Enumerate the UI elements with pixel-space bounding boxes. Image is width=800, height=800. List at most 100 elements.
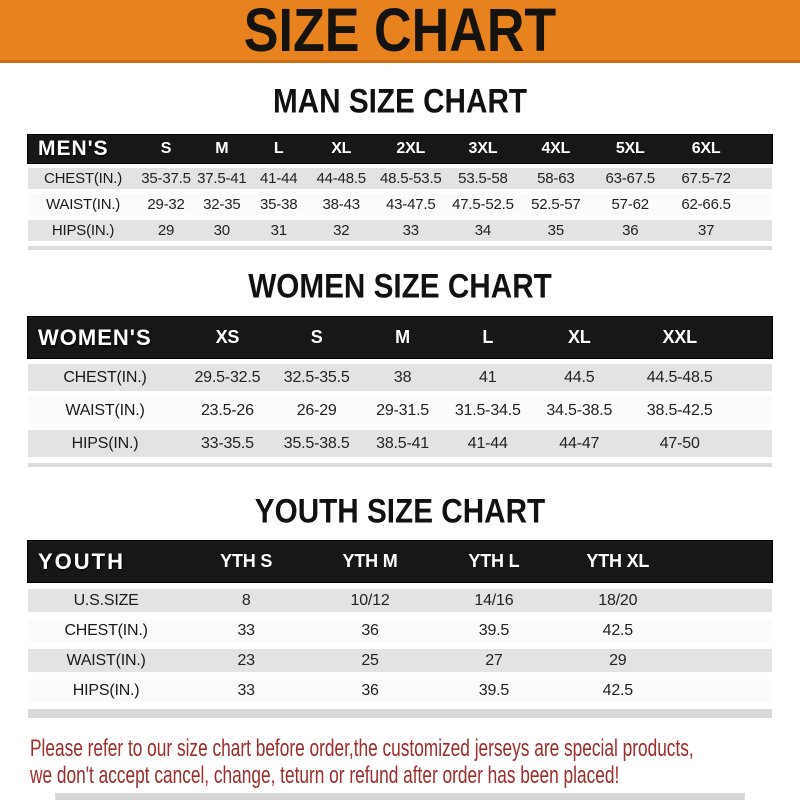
- column-header: M: [215, 140, 229, 157]
- size-cell: 36: [622, 222, 639, 239]
- size-cell: 33-35.5: [200, 434, 254, 452]
- column-header: 6XL: [691, 140, 721, 157]
- size-cell: 23.5-26: [200, 401, 254, 419]
- youth-section-heading: YOUTH SIZE CHART: [254, 491, 546, 530]
- size-cell: 35-37.5: [141, 170, 191, 187]
- column-header: M: [395, 327, 410, 347]
- size-cell: 31.5-34.5: [454, 401, 521, 419]
- men-section-heading: MAN SIZE CHART: [272, 81, 528, 120]
- row-label: CHEST(IN.): [63, 368, 147, 386]
- spacer-cell: [744, 168, 772, 189]
- size-cell: 62-66.5: [681, 196, 731, 213]
- size-cell: 33: [237, 681, 255, 699]
- size-cell: 35.5-38.5: [283, 434, 350, 452]
- table-row: WAIST(IN.) 29-32 32-35 35-38 38-43 43-47…: [28, 194, 772, 215]
- table-row: CHEST(IN.) 35-37.5 37.5-41 41-44 44-48.5…: [28, 168, 772, 189]
- men-size-table: MEN'S S M L XL 2XL 3XL 4XL 5XL 6XL CHEST…: [28, 130, 772, 246]
- size-cell: 14/16: [474, 591, 514, 609]
- column-header: YTH S: [220, 551, 273, 571]
- row-label: CHEST(IN.): [44, 170, 123, 187]
- size-cell: 43-47.5: [386, 196, 436, 213]
- size-cell: 44-47: [559, 434, 600, 452]
- table-row: WAIST(IN.) 23.5-26 26-29 29-31.5 31.5-34…: [28, 397, 772, 424]
- spacer-cell: [680, 679, 772, 702]
- size-cell: 34.5-38.5: [546, 401, 613, 419]
- spacer-cell: [744, 194, 772, 215]
- spacer-cell: [732, 364, 772, 391]
- spacer-cell: [732, 430, 772, 457]
- disclaimer-line-2: we don't accept cancel, change, teturn o…: [30, 762, 620, 789]
- spacer-cell: [680, 541, 772, 582]
- table-row: HIPS(IN.) 33-35.5 35.5-38.5 38.5-41 41-4…: [28, 430, 772, 457]
- youth-header-row: YOUTH YTH S YTH M YTH L YTH XL: [28, 541, 772, 582]
- size-cell: 41: [479, 368, 497, 386]
- size-cell: 53.5-58: [458, 170, 508, 187]
- column-header: 2XL: [396, 140, 426, 157]
- youth-table-divider: [28, 709, 772, 718]
- size-cell: 41-44: [467, 434, 508, 452]
- men-corner-label: MEN'S: [38, 137, 109, 160]
- size-cell: 23: [237, 651, 255, 669]
- bottom-strip: [55, 793, 745, 800]
- column-header: L: [482, 327, 494, 347]
- column-header: S: [310, 327, 323, 347]
- row-label: HIPS(IN.): [51, 222, 115, 239]
- size-cell: 35-38: [260, 196, 298, 213]
- size-cell: 36: [361, 621, 379, 639]
- size-cell: 39.5: [478, 681, 510, 699]
- row-label: WAIST(IN.): [46, 196, 121, 213]
- size-cell: 31: [270, 222, 287, 239]
- row-label: WAIST(IN.): [66, 651, 146, 669]
- table-row: WAIST(IN.) 23 25 27 29: [28, 649, 772, 672]
- table-row: CHEST(IN.) 33 36 39.5 42.5: [28, 619, 772, 642]
- men-header-row: MEN'S S M L XL 2XL 3XL 4XL 5XL 6XL: [28, 135, 772, 163]
- size-cell: 39.5: [478, 621, 510, 639]
- spacer-cell: [732, 317, 772, 358]
- column-header: XS: [215, 327, 240, 347]
- size-cell: 41-44: [260, 170, 298, 187]
- size-cell: 44.5-48.5: [646, 368, 713, 386]
- size-cell: 42.5: [602, 681, 634, 699]
- size-cell: 44-48.5: [316, 170, 366, 187]
- column-header: XL: [567, 327, 591, 347]
- column-header: XL: [331, 140, 352, 157]
- size-cell: 25: [361, 651, 379, 669]
- disclaimer-line-1: Please refer to our size chart before or…: [30, 735, 694, 762]
- women-section-heading: WOMEN SIZE CHART: [248, 266, 552, 305]
- column-header: L: [273, 140, 284, 157]
- women-table-divider: [28, 463, 772, 467]
- table-row: HIPS(IN.) 29 30 31 32 33 34 35 36 37: [28, 220, 772, 241]
- column-header: 3XL: [468, 140, 498, 157]
- size-cell: 52.5-57: [531, 196, 581, 213]
- row-label: HIPS(IN.): [72, 681, 140, 699]
- table-row: HIPS(IN.) 33 36 39.5 42.5: [28, 679, 772, 702]
- row-label: WAIST(IN.): [65, 401, 145, 419]
- size-cell: 29: [157, 222, 175, 239]
- column-header: YTH M: [342, 551, 398, 571]
- size-cell: 29: [609, 651, 627, 669]
- size-cell: 47-50: [659, 434, 700, 452]
- column-header: YTH L: [468, 551, 520, 571]
- size-cell: 29.5-32.5: [194, 368, 261, 386]
- size-cell: 42.5: [602, 621, 634, 639]
- size-cell: 26-29: [296, 401, 337, 419]
- row-label: U.S.SIZE: [73, 591, 139, 609]
- size-cell: 37.5-41: [197, 170, 247, 187]
- column-header: 4XL: [541, 140, 571, 157]
- spacer-cell: [744, 135, 772, 163]
- size-cell: 27: [485, 651, 503, 669]
- size-cell: 36: [361, 681, 379, 699]
- disclaimer: Please refer to our size chart before or…: [30, 735, 800, 789]
- spacer-cell: [744, 220, 772, 241]
- page-title: SIZE CHART: [243, 0, 557, 65]
- size-cell: 30: [213, 222, 230, 239]
- size-cell: 29-31.5: [376, 401, 430, 419]
- size-cell: 37: [697, 222, 715, 239]
- size-cell: 33: [402, 222, 419, 239]
- column-header: XXL: [662, 327, 697, 347]
- women-corner-label: WOMEN'S: [38, 324, 152, 350]
- spacer-cell: [680, 649, 772, 672]
- column-header: YTH XL: [586, 551, 650, 571]
- size-cell: 32: [333, 222, 350, 239]
- spacer-cell: [680, 619, 772, 642]
